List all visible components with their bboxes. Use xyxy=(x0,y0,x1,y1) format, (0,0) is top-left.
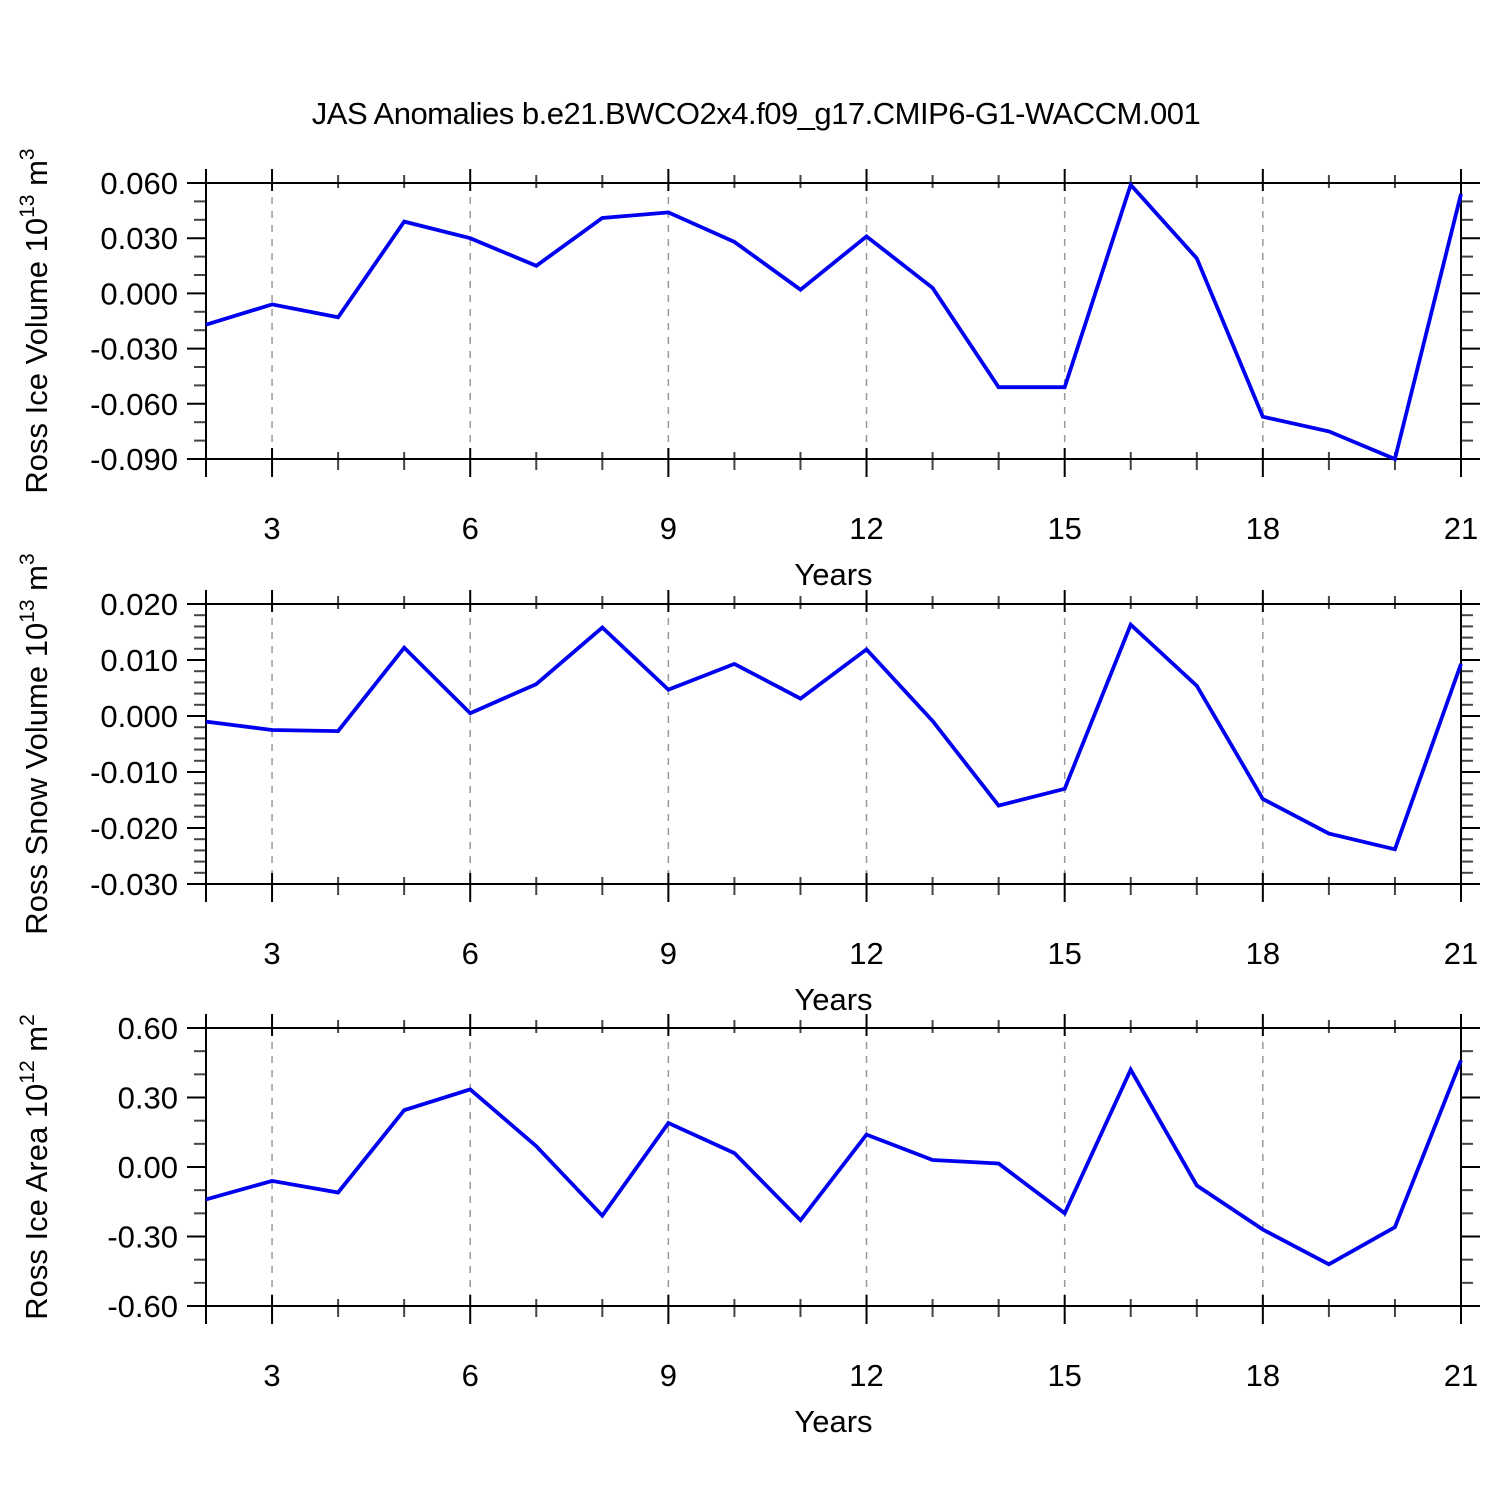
x-tick-label: 15 xyxy=(1047,511,1081,546)
series-line-ross-snow-volume xyxy=(205,621,1463,852)
y-tick-label: -0.090 xyxy=(90,442,178,477)
y-tick-label: 0.000 xyxy=(100,276,178,311)
x-tick-label: 3 xyxy=(263,1358,280,1393)
chart-title: JAS Anomalies b.e21.BWCO2x4.f09_g17.CMIP… xyxy=(311,96,1201,131)
x-tick-label: 6 xyxy=(462,1358,479,1393)
x-tick-label: 6 xyxy=(462,511,479,546)
x-tick-label: 3 xyxy=(263,511,280,546)
x-tick-label: 12 xyxy=(849,511,883,546)
y-tick-label: -0.60 xyxy=(107,1289,178,1324)
y-tick-label: 0.000 xyxy=(100,699,178,734)
panel-ross-ice-volume: 3 6 9 12 15 18 21 0.060 0.030 0.000 -0.030 -0.060 -0… xyxy=(16,148,1480,592)
x-tick-label: 18 xyxy=(1246,511,1280,546)
series-line-ross-ice-area xyxy=(205,1059,1463,1267)
y-tick-label: 0.30 xyxy=(118,1081,178,1116)
x-tick-label: 21 xyxy=(1444,511,1478,546)
x-tick-label: 21 xyxy=(1444,1358,1478,1393)
x-tick-label: 9 xyxy=(660,1358,677,1393)
y-axis-label: Ross Snow Volume 1013 m3 xyxy=(16,553,54,934)
x-tick-label: 12 xyxy=(849,936,883,971)
x-tick-label: 21 xyxy=(1444,936,1478,971)
x-tick-label: 18 xyxy=(1246,936,1280,971)
x-axis-label: Years xyxy=(794,1404,872,1439)
x-axis-label: Years xyxy=(794,557,872,592)
y-tick-label: -0.060 xyxy=(90,387,178,422)
y-tick-label: 0.010 xyxy=(100,643,178,678)
panel-ross-ice-area: 3 6 9 12 15 18 21 0.60 0.30 0.00 -0.30 -0.60 Years Ro… xyxy=(16,1011,1480,1439)
x-tick-label: 3 xyxy=(263,936,280,971)
y-tick-label: -0.020 xyxy=(90,811,178,846)
y-tick-label: 0.030 xyxy=(100,221,178,256)
y-tick-label: -0.030 xyxy=(90,332,178,367)
x-tick-label: 9 xyxy=(660,936,677,971)
x-tick-label: 6 xyxy=(462,936,479,971)
y-axis-label: Ross Ice Area 1012 m2 xyxy=(16,1014,54,1320)
x-tick-label: 9 xyxy=(660,511,677,546)
y-tick-label: -0.030 xyxy=(90,867,178,902)
x-tick-label: 15 xyxy=(1047,936,1081,971)
x-tick-label: 15 xyxy=(1047,1358,1081,1393)
y-axis-label: Ross Ice Volume 1013 m3 xyxy=(16,148,54,493)
y-tick-label: -0.30 xyxy=(107,1220,178,1255)
y-tick-label: -0.010 xyxy=(90,755,178,790)
x-tick-label: 18 xyxy=(1246,1358,1280,1393)
panel-ross-snow-volume: 3 6 9 12 15 18 21 0.020 0.010 0.000 -0.010 -0.020 -0… xyxy=(16,553,1480,1017)
y-tick-label: 0.020 xyxy=(100,587,178,622)
y-tick-label: 0.60 xyxy=(118,1011,178,1046)
y-tick-label: 0.00 xyxy=(118,1150,178,1185)
series-line-ross-ice-volume xyxy=(205,181,1463,462)
y-tick-label: 0.060 xyxy=(100,166,178,201)
x-tick-label: 12 xyxy=(849,1358,883,1393)
x-axis-label: Years xyxy=(794,982,872,1017)
